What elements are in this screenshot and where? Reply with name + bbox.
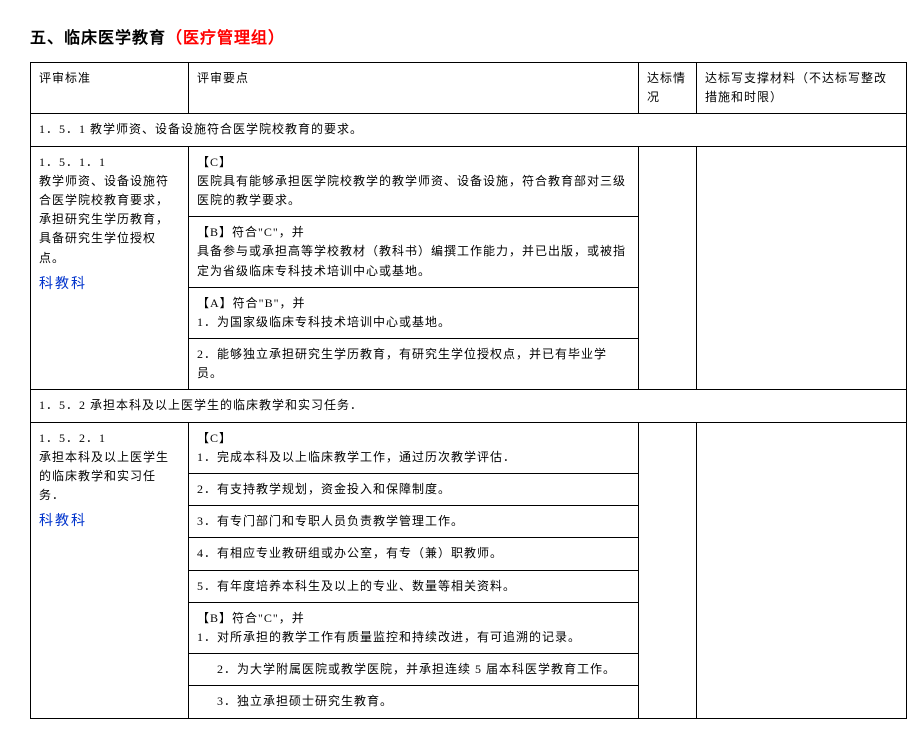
- status-cell: [639, 422, 697, 718]
- group2-c1-text: 1．完成本科及以上临床教学工作，通过历次教学评估．: [197, 448, 630, 467]
- table-row: 1．5．2．1 承担本科及以上医学生的临床教学和实习任务． 科教科 【C】 1．…: [31, 422, 907, 473]
- group2-b3-cell: 3．独立承担硕士研究生教育。: [189, 686, 639, 718]
- group2-code: 1．5．2．1: [39, 429, 180, 448]
- group1-b-text: 具备参与或承担高等学校教材（教科书）编撰工作能力，并已出版，或被指定为省级临床专…: [197, 242, 630, 280]
- group2-b-label: 【B】符合"C"，并: [197, 609, 630, 628]
- group1-standard-cell: 1．5．1．1 教学师资、设备设施符合医学院校教育要求，承担研究生学历教育，具备…: [31, 146, 189, 390]
- group2-header-row: 1．5．2 承担本科及以上医学生的临床教学和实习任务．: [31, 390, 907, 422]
- document-title: 五、临床医学教育（医疗管理组）: [30, 24, 890, 48]
- group1-c-cell: 【C】 医院具有能够承担医学院校教学的教学师资、设备设施，符合教育部对三级医院的…: [189, 146, 639, 217]
- group1-b-cell: 【B】符合"C"，并 具备参与或承担高等学校教材（教科书）编撰工作能力，并已出版…: [189, 217, 639, 288]
- group1-a1-cell: 【A】符合"B"，并 1．为国家级临床专科技术培训中心或基地。: [189, 287, 639, 338]
- material-cell: [697, 422, 907, 718]
- material-cell: [697, 146, 907, 390]
- group2-header: 1．5．2 承担本科及以上医学生的临床教学和实习任务．: [31, 390, 907, 422]
- header-status: 达标情况: [639, 63, 697, 114]
- group2-c-label: 【C】: [197, 429, 630, 448]
- group2-c1-cell: 【C】 1．完成本科及以上临床教学工作，通过历次教学评估．: [189, 422, 639, 473]
- group1-header-row: 1．5．1 教学师资、设备设施符合医学院校教育的要求。: [31, 114, 907, 146]
- dept-link[interactable]: 科教科: [39, 511, 87, 533]
- title-number: 五、: [30, 30, 64, 47]
- group1-c-label: 【C】: [197, 153, 630, 172]
- group2-b1-text: 1．对所承担的教学工作有质量监控和持续改进，有可追溯的记录。: [197, 628, 630, 647]
- dept-link[interactable]: 科教科: [39, 274, 87, 296]
- header-standard: 评审标准: [31, 63, 189, 114]
- title-red: （医疗管理组）: [166, 30, 285, 47]
- group1-text: 教学师资、设备设施符合医学院校教育要求，承担研究生学历教育，具备研究生学位授权点…: [39, 172, 180, 268]
- group2-b2-cell: 2．为大学附属医院或教学医院，并承担连续 5 届本科医学教育工作。: [189, 654, 639, 686]
- group2-c4-cell: 4．有相应专业教研组或办公室，有专（兼）职教师。: [189, 538, 639, 570]
- group1-header: 1．5．1 教学师资、设备设施符合医学院校教育的要求。: [31, 114, 907, 146]
- group2-text: 承担本科及以上医学生的临床教学和实习任务．: [39, 448, 180, 506]
- group1-a-label: 【A】符合"B"，并: [197, 294, 630, 313]
- group1-c-text: 医院具有能够承担医学院校教学的教学师资、设备设施，符合教育部对三级医院的教学要求…: [197, 172, 630, 210]
- header-material: 达标写支撑材料（不达标写整改措施和时限）: [697, 63, 907, 114]
- status-cell: [639, 146, 697, 390]
- header-point: 评审要点: [189, 63, 639, 114]
- title-black: 临床医学教育: [64, 30, 166, 47]
- group2-standard-cell: 1．5．2．1 承担本科及以上医学生的临床教学和实习任务． 科教科: [31, 422, 189, 718]
- group1-code: 1．5．1．1: [39, 153, 180, 172]
- group1-b-label: 【B】符合"C"，并: [197, 223, 630, 242]
- group2-c2-cell: 2．有支持教学规划，资金投入和保障制度。: [189, 474, 639, 506]
- evaluation-table: 评审标准 评审要点 达标情况 达标写支撑材料（不达标写整改措施和时限） 1．5．…: [30, 62, 907, 719]
- table-header-row: 评审标准 评审要点 达标情况 达标写支撑材料（不达标写整改措施和时限）: [31, 63, 907, 114]
- group2-c3-cell: 3．有专门部门和专职人员负责教学管理工作。: [189, 506, 639, 538]
- group1-a2-cell: 2．能够独立承担研究生学历教育，有研究生学位授权点，并已有毕业学员。: [189, 339, 639, 390]
- table-row: 1．5．1．1 教学师资、设备设施符合医学院校教育要求，承担研究生学历教育，具备…: [31, 146, 907, 217]
- group1-a1-text: 1．为国家级临床专科技术培训中心或基地。: [197, 313, 630, 332]
- group2-c5-cell: 5．有年度培养本科生及以上的专业、数量等相关资料。: [189, 570, 639, 602]
- group2-b1-cell: 【B】符合"C"，并 1．对所承担的教学工作有质量监控和持续改进，有可追溯的记录…: [189, 602, 639, 653]
